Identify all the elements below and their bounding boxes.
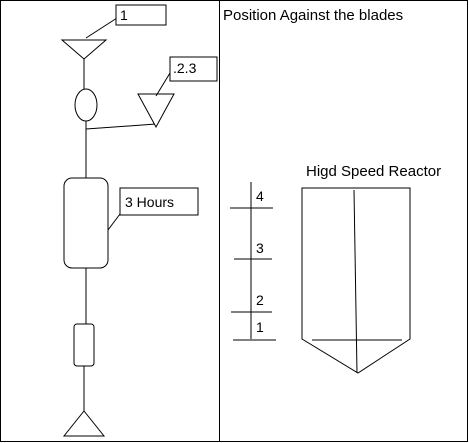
callout-2-3-box bbox=[169, 56, 218, 82]
scale-label-1: 1 bbox=[256, 319, 264, 335]
reactor-shaft bbox=[353, 189, 358, 374]
callout-1-text: 1 bbox=[120, 7, 128, 23]
callout-3-hours: 3 Hours bbox=[107, 187, 199, 231]
scale-label-4: 4 bbox=[256, 188, 264, 204]
addition-triangle bbox=[137, 93, 175, 129]
inlet-triangle bbox=[60, 39, 108, 60]
callout-1-leader bbox=[85, 17, 118, 39]
callout-2-3-leader bbox=[155, 72, 171, 97]
callout-3-hours-leader bbox=[107, 213, 121, 231]
callout-3-hours-box bbox=[119, 187, 199, 216]
callout-2-3: .2.3 bbox=[155, 56, 218, 97]
ellipse-node bbox=[74, 88, 98, 122]
reactor-title: Higd Speed Reactor bbox=[306, 163, 441, 180]
scale-label-3: 3 bbox=[256, 240, 264, 256]
scale-label-2: 2 bbox=[256, 292, 264, 308]
callout-3-hours-text: 3 Hours bbox=[125, 194, 174, 210]
outlet-triangle bbox=[62, 410, 106, 437]
callout-1-box bbox=[115, 4, 167, 26]
position-scale: 4 3 2 1 bbox=[230, 182, 276, 341]
reactor-body bbox=[301, 187, 411, 374]
reaction-vessel bbox=[63, 177, 109, 269]
process-flow bbox=[60, 39, 175, 437]
reactor-vessel bbox=[301, 187, 411, 374]
callout-1: 1 bbox=[85, 4, 167, 39]
small-vessel bbox=[73, 323, 95, 367]
branch-line bbox=[85, 123, 157, 130]
right-panel-title: Position Against the blades bbox=[223, 7, 403, 24]
callout-2-3-text: .2.3 bbox=[173, 60, 197, 76]
